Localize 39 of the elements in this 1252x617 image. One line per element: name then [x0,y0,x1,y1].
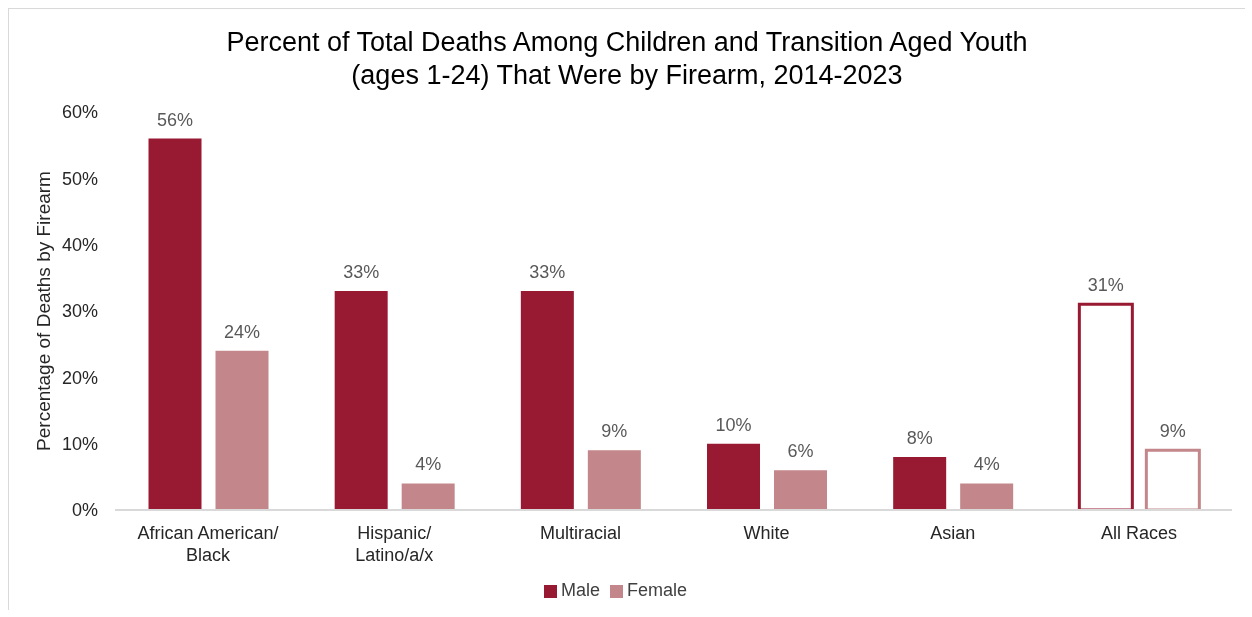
bar [960,483,1014,510]
x-tick-label: White [743,523,790,543]
bar [587,450,641,510]
x-tick-label: Asian [930,523,976,543]
data-label: 31% [1087,275,1124,296]
bar [401,483,455,510]
data-label: 8% [906,427,933,448]
bar [334,291,388,510]
data-label: 33% [529,262,566,283]
x-tick-label: African American/ Black [137,523,279,565]
chart-title: Percent of Total Deaths Among Children and Transition Aged Youth (ages 1-24) That Were by Firearm, 2014-2023 [225,26,1029,92]
bar [520,291,574,510]
bar [148,138,202,510]
y-tick-label: 30% [61,301,98,322]
data-label: 4% [415,454,442,475]
data-label: 9% [1159,421,1186,442]
data-label: 10% [715,414,752,435]
bar [215,350,269,510]
legend-label: Male [560,580,600,600]
legend-label: Female [626,580,688,600]
y-tick-label: 10% [61,434,98,455]
data-label: 4% [973,454,1000,475]
y-tick-label: 60% [61,102,98,123]
x-tick-label: Multiracial [539,523,621,543]
x-tick-label: All Races [1100,523,1177,543]
bar [893,456,947,510]
data-label: 56% [156,109,194,130]
y-tick-label: 0% [71,500,98,521]
y-tick-label: 50% [61,168,98,189]
x-tick-label: Hispanic/ Latino/a/x [355,523,434,565]
y-tick-label: 40% [61,235,98,256]
y-axis-title: Percentage of Deaths by Firearm [32,171,54,451]
bar [774,470,828,510]
data-label: 33% [343,262,380,283]
data-label: 6% [787,441,814,462]
data-label: 24% [223,321,261,342]
y-tick-label: 20% [61,367,98,388]
bar [707,443,761,510]
data-label: 9% [601,421,628,442]
